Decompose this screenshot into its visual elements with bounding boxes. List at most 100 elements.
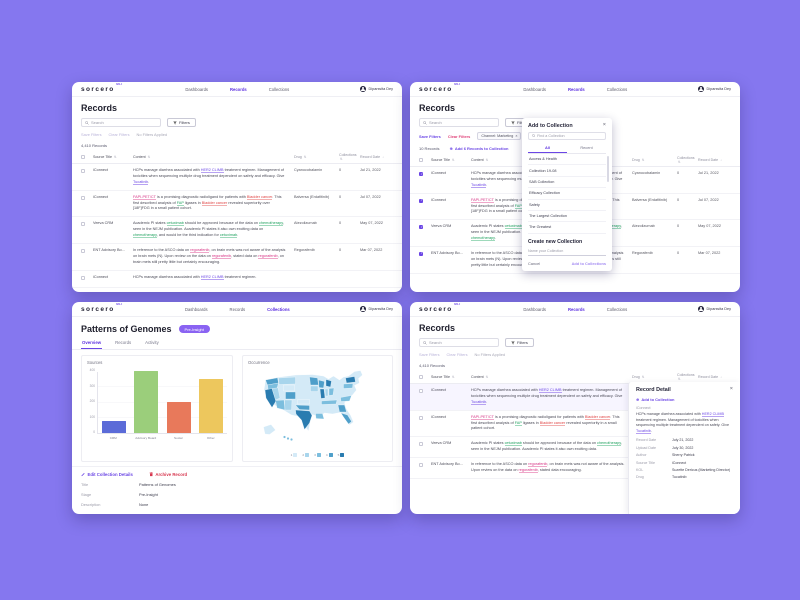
select-all-checkbox[interactable] — [81, 154, 86, 160]
add-to-collection-link[interactable]: ⊕ Add to Collection — [636, 397, 733, 402]
nav-collections[interactable]: Collections — [267, 306, 290, 312]
bar-social[interactable] — [166, 402, 192, 433]
bar-crm[interactable] — [101, 421, 127, 433]
sort-icon[interactable]: ⇅ — [678, 160, 681, 164]
save-filters-link[interactable]: Save Filters — [419, 352, 440, 357]
select-all-checkbox[interactable] — [419, 157, 424, 163]
save-filters-link[interactable]: Save Filters — [419, 133, 441, 139]
row-checkbox[interactable] — [419, 463, 424, 468]
sort-desc-icon[interactable]: ↓ — [720, 375, 722, 379]
collection-item[interactable]: Access & Health — [528, 154, 606, 166]
filter-chip[interactable]: Channel: Marketing × — [477, 132, 522, 140]
collection-item[interactable]: SAB Collection — [528, 177, 606, 189]
select-all-checkbox[interactable] — [419, 374, 424, 380]
user-menu[interactable]: Dipanwita Dey — [360, 86, 393, 92]
nav-dashboards[interactable]: Dashboards — [523, 306, 546, 312]
close-icon[interactable]: × — [729, 386, 733, 393]
sort-icon[interactable]: ⇅ — [485, 158, 489, 162]
nav-records[interactable]: Records — [568, 86, 585, 92]
sort-icon[interactable]: ⇅ — [303, 155, 307, 159]
row-checkbox-checked[interactable] — [419, 172, 423, 177]
row-checkbox-checked[interactable] — [419, 251, 423, 257]
sorcero-logo[interactable]: sorcero MLI — [419, 82, 460, 93]
collection-item[interactable]: Safety — [528, 200, 606, 211]
close-icon[interactable]: × — [602, 122, 606, 129]
sorcero-logo[interactable]: sorcero MLI — [81, 82, 122, 93]
collection-item[interactable]: Efficacy Collection — [528, 188, 606, 200]
table-row[interactable]: iConnect HCPs manage diarrhea associated… — [72, 271, 402, 288]
clear-filters-link[interactable]: Clear Filters — [446, 352, 468, 357]
collection-item[interactable]: The Largest Collection — [528, 211, 606, 223]
modal-tab-all[interactable]: All — [528, 143, 567, 153]
bar-advisory-board[interactable] — [133, 371, 159, 433]
table-row[interactable]: iConnect FAPI-PET/CT is a promising diag… — [72, 191, 402, 218]
row-checkbox-checked[interactable] — [419, 198, 423, 204]
cancel-button[interactable]: Cancel — [528, 260, 541, 266]
sort-icon[interactable]: ⇅ — [641, 375, 645, 379]
row-checkbox[interactable] — [419, 442, 424, 447]
table-row[interactable]: ENT Advisory Bo... In reference to the A… — [72, 244, 402, 271]
nav-records[interactable]: Records — [229, 306, 246, 312]
row-checkbox[interactable] — [81, 248, 86, 254]
cell-source: Veeva CRM — [431, 441, 452, 446]
sort-desc-icon[interactable]: ↓ — [382, 155, 384, 159]
filters-button[interactable]: Filters — [167, 118, 196, 127]
tab-activity[interactable]: Activity — [145, 340, 159, 345]
nav-dashboards[interactable]: Dashboards — [523, 86, 546, 92]
clear-filters-link[interactable]: Clear Filters — [447, 133, 471, 139]
row-checkbox[interactable] — [81, 222, 86, 227]
nav-collections[interactable]: Collections — [606, 306, 628, 312]
row-checkbox[interactable] — [81, 195, 86, 200]
add-to-collections-button[interactable]: Add to Collections — [571, 260, 606, 266]
nav-records[interactable]: Records — [230, 86, 247, 92]
nav-dashboards[interactable]: Dashboards — [185, 86, 208, 92]
sort-icon[interactable]: ⇅ — [113, 155, 117, 159]
sorcero-logo[interactable]: sorcero MLI — [419, 302, 460, 313]
search-input[interactable] — [81, 118, 161, 127]
field-label: KOL — [636, 467, 644, 472]
modal-tab-recent[interactable]: Recent — [580, 145, 593, 150]
row-checkbox[interactable] — [419, 415, 424, 420]
table-row[interactable]: iConnect HCPs manage diarrhea associated… — [72, 164, 402, 191]
nav-records[interactable]: Records — [568, 306, 585, 312]
find-collection-input[interactable] — [528, 132, 606, 140]
sort-icon[interactable]: ⇅ — [451, 158, 455, 162]
sorcero-logo[interactable]: sorcero MLI — [81, 302, 122, 313]
row-checkbox[interactable] — [81, 275, 86, 280]
row-checkbox[interactable] — [419, 389, 424, 394]
save-filters-link[interactable]: Save Filters — [81, 132, 102, 137]
clear-filters-link[interactable]: Clear Filters — [108, 132, 130, 137]
search-input[interactable] — [419, 338, 499, 347]
edit-collection-details-button[interactable]: Edit Collection Details — [81, 472, 133, 477]
sort-icon[interactable]: ⇅ — [340, 157, 343, 161]
us-choropleth-map[interactable] — [248, 368, 387, 446]
nav-collections[interactable]: Collections — [268, 86, 290, 92]
sort-icon[interactable]: ⇅ — [147, 155, 151, 159]
table-row[interactable]: Veeva CRM Academic PI states cetuximab s… — [72, 217, 402, 244]
collection-name-input[interactable] — [528, 248, 606, 256]
sort-desc-icon[interactable]: ↓ — [720, 158, 722, 162]
nav-collections[interactable]: Collections — [606, 86, 628, 92]
row-checkbox-checked[interactable] — [419, 225, 423, 230]
sort-icon[interactable]: ⇅ — [451, 375, 455, 379]
tab-overview[interactable]: Overview — [81, 337, 103, 349]
add-records-to-collection-link[interactable]: ⊕ Add 6 Records to Collection — [449, 146, 508, 151]
collection-item[interactable]: The Greatest — [528, 222, 606, 234]
collection-item[interactable]: Collection 19-08 — [528, 165, 606, 177]
user-menu[interactable]: Dipanwita Dey — [698, 86, 731, 92]
bar-other[interactable] — [198, 379, 224, 433]
user-menu[interactable]: Dipanwita Dey — [698, 306, 731, 312]
filters-button[interactable]: Filters — [505, 338, 534, 347]
table-row[interactable]: iConnect FAPI-PET/CT is a promising diag… — [410, 411, 740, 438]
sort-icon[interactable]: ⇅ — [678, 377, 681, 381]
scrollbar[interactable] — [607, 156, 609, 182]
sort-icon[interactable]: ⇅ — [641, 158, 645, 162]
search-input[interactable] — [419, 118, 499, 127]
chip-close-icon[interactable]: × — [515, 134, 518, 138]
user-menu[interactable]: Dipanwita Dey — [360, 306, 393, 312]
tab-records[interactable]: Records — [115, 340, 132, 345]
row-checkbox[interactable] — [81, 169, 86, 174]
sort-icon[interactable]: ⇅ — [485, 375, 489, 379]
archive-record-button[interactable]: Archive Record — [149, 472, 187, 477]
nav-dashboards[interactable]: Dashboards — [184, 306, 208, 312]
